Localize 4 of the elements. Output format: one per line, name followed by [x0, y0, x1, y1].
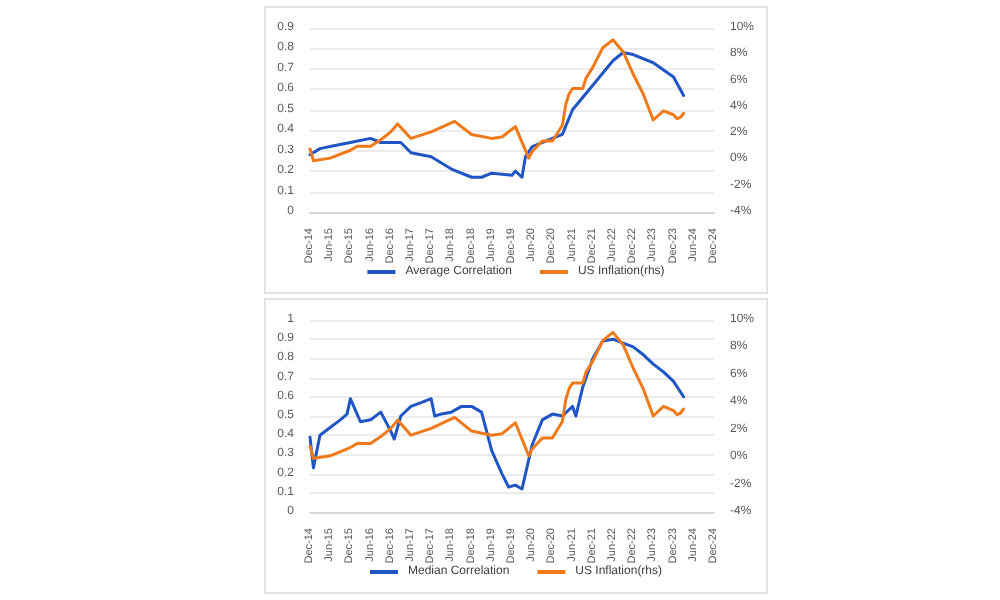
- line-series: [308, 337, 686, 491]
- line-series: [308, 38, 686, 163]
- line-series: [308, 330, 686, 461]
- line-series: [308, 51, 686, 179]
